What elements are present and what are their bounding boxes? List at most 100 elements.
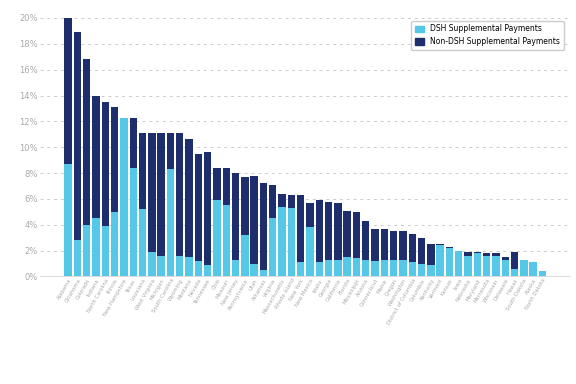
Bar [176, 256, 183, 276]
Bar [399, 231, 407, 260]
Bar [437, 245, 444, 276]
Bar [241, 177, 249, 235]
Bar [446, 247, 453, 248]
Bar [297, 262, 304, 276]
Bar [343, 210, 351, 257]
Bar [306, 203, 314, 227]
Bar [101, 102, 109, 226]
Bar [65, 18, 72, 164]
Bar [390, 260, 397, 276]
Bar [222, 168, 230, 205]
Bar [334, 260, 342, 276]
Bar [492, 256, 499, 276]
Bar [511, 269, 518, 276]
Legend: DSH Supplemental Payments, Non-DSH Supplemental Payments: DSH Supplemental Payments, Non-DSH Suppl… [411, 21, 564, 50]
Bar [325, 260, 332, 276]
Bar [65, 164, 72, 276]
Bar [408, 234, 416, 262]
Bar [278, 194, 286, 207]
Bar [74, 32, 81, 240]
Bar [297, 195, 304, 262]
Bar [166, 169, 174, 276]
Bar [204, 265, 211, 276]
Bar [176, 133, 183, 256]
Bar [213, 168, 221, 200]
Bar [269, 218, 276, 276]
Bar [92, 96, 100, 218]
Bar [492, 253, 499, 256]
Bar [502, 260, 509, 276]
Bar [316, 200, 323, 262]
Bar [473, 253, 481, 276]
Bar [278, 207, 286, 276]
Bar [74, 240, 81, 276]
Bar [260, 184, 267, 270]
Bar [455, 251, 463, 276]
Bar [362, 260, 369, 276]
Bar [269, 185, 276, 218]
Bar [381, 228, 388, 260]
Bar [101, 226, 109, 276]
Bar [306, 227, 314, 276]
Bar [166, 133, 174, 169]
Bar [232, 260, 239, 276]
Bar [520, 260, 528, 276]
Bar [287, 208, 295, 276]
Bar [511, 252, 518, 269]
Bar [130, 168, 137, 276]
Bar [483, 253, 490, 256]
Bar [390, 231, 397, 260]
Bar [353, 212, 360, 258]
Bar [232, 173, 239, 260]
Bar [381, 260, 388, 276]
Bar [464, 252, 472, 256]
Bar [418, 238, 425, 263]
Bar [241, 235, 249, 276]
Bar [408, 262, 416, 276]
Bar [148, 133, 156, 252]
Bar [251, 175, 258, 263]
Bar [139, 209, 146, 276]
Bar [222, 205, 230, 276]
Bar [83, 225, 90, 276]
Bar [343, 257, 351, 276]
Bar [483, 256, 490, 276]
Bar [195, 154, 202, 261]
Bar [473, 252, 481, 253]
Bar [418, 263, 425, 276]
Bar [120, 118, 128, 276]
Bar [372, 261, 379, 276]
Bar [427, 265, 434, 276]
Bar [502, 257, 509, 260]
Bar [83, 60, 90, 225]
Bar [529, 262, 537, 276]
Bar [185, 139, 193, 257]
Bar [316, 262, 323, 276]
Bar [148, 252, 156, 276]
Bar [399, 260, 407, 276]
Bar [427, 244, 434, 265]
Bar [139, 133, 146, 209]
Bar [111, 212, 118, 276]
Bar [362, 221, 369, 260]
Bar [157, 256, 165, 276]
Bar [437, 244, 444, 245]
Bar [185, 257, 193, 276]
Bar [334, 203, 342, 260]
Bar [260, 270, 267, 276]
Bar [195, 261, 202, 276]
Bar [446, 248, 453, 276]
Bar [251, 263, 258, 276]
Bar [92, 218, 100, 276]
Bar [287, 195, 295, 208]
Bar [111, 107, 118, 212]
Bar [204, 152, 211, 265]
Bar [325, 202, 332, 260]
Bar [157, 133, 165, 256]
Bar [372, 228, 379, 261]
Bar [353, 258, 360, 276]
Bar [213, 200, 221, 276]
Bar [130, 118, 137, 168]
Bar [464, 256, 472, 276]
Bar [539, 271, 546, 276]
